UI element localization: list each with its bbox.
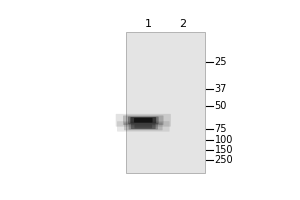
Text: 37: 37 (215, 84, 227, 94)
Text: 150: 150 (215, 145, 233, 155)
FancyBboxPatch shape (123, 115, 164, 125)
Text: 75: 75 (215, 124, 227, 134)
Text: 250: 250 (215, 155, 233, 165)
FancyBboxPatch shape (134, 124, 152, 128)
Text: 50: 50 (215, 101, 227, 111)
FancyBboxPatch shape (116, 114, 171, 127)
Text: 25: 25 (215, 57, 227, 67)
FancyBboxPatch shape (117, 121, 169, 132)
FancyBboxPatch shape (131, 124, 156, 129)
FancyBboxPatch shape (129, 123, 158, 129)
FancyBboxPatch shape (130, 117, 156, 123)
Bar (126, 32, 205, 173)
FancyBboxPatch shape (124, 122, 163, 130)
FancyBboxPatch shape (134, 118, 152, 123)
Text: 2: 2 (179, 19, 186, 29)
FancyBboxPatch shape (128, 117, 159, 124)
Text: 1: 1 (144, 19, 152, 29)
Text: 100: 100 (215, 135, 233, 145)
